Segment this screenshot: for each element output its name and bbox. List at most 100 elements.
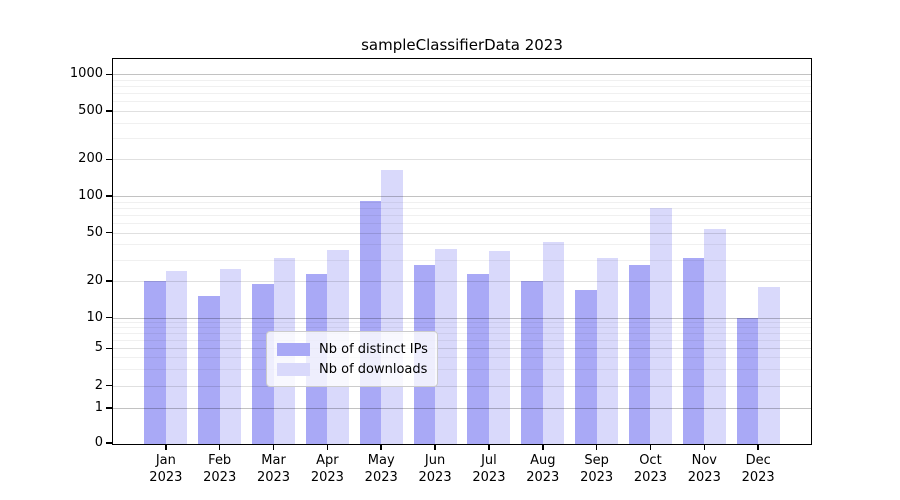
gridline-minor-7 — [112, 333, 812, 335]
bar-ips-sep — [575, 289, 597, 445]
y-tick-label-10: 10 — [86, 309, 103, 325]
y-tick-mark-50 — [106, 231, 112, 234]
y-tick-mark-0 — [106, 442, 112, 444]
y-tick-mark-1 — [106, 407, 112, 409]
gridline-500 — [112, 111, 812, 112]
x-tick-label-jan: Jan 2023 — [149, 453, 183, 485]
y-tick-label-0: 0 — [94, 435, 103, 450]
y-tick-mark-1000 — [106, 73, 112, 76]
legend-item-distinct-ips: Nb of distinct IPs — [277, 339, 428, 359]
bar-downloads-oct — [650, 207, 672, 445]
x-tick-mark-jan — [165, 445, 167, 450]
x-tick-label-aug: Aug 2023 — [526, 453, 560, 485]
gridline-200 — [112, 159, 812, 161]
bar-ips-nov — [682, 257, 705, 445]
gridline-minor-40 — [112, 244, 812, 246]
x-tick-mark-aug — [541, 445, 544, 450]
gridline-minor-900 — [112, 79, 812, 81]
y-tick-mark-200 — [106, 158, 112, 161]
y-tick-label-1: 1 — [94, 400, 103, 415]
x-tick-mark-sep — [595, 445, 598, 450]
x-tick-label-oct: Oct 2023 — [633, 453, 667, 485]
y-tick-label-200: 200 — [78, 151, 103, 167]
x-tick-label-apr: Apr 2023 — [310, 453, 344, 485]
gridline-minor-9 — [112, 322, 812, 324]
gridline-minor-8 — [112, 327, 812, 329]
y-tick-label-20: 20 — [86, 272, 103, 288]
plot-area — [112, 58, 812, 445]
legend-swatch-distinct-ips — [277, 342, 310, 356]
bar-downloads-jun — [435, 248, 457, 445]
y-tick-mark-500 — [106, 110, 112, 112]
y-tick-label-1000: 1000 — [69, 66, 103, 82]
gridline-1000 — [112, 74, 812, 76]
bar-ips-oct — [628, 265, 651, 445]
y-tick-label-5: 5 — [94, 340, 103, 356]
x-tick-mark-may — [380, 445, 383, 450]
y-tick-label-2: 2 — [94, 377, 103, 393]
x-tick-label-dec: Dec 2023 — [741, 453, 775, 485]
x-tick-mark-feb — [218, 445, 221, 450]
bar-ips-feb — [198, 296, 220, 445]
x-tick-mark-dec — [757, 445, 759, 450]
x-tick-mark-apr — [326, 445, 329, 450]
gridline-minor-80 — [112, 207, 812, 209]
x-tick-label-jul: Jul 2023 — [472, 453, 506, 485]
bar-downloads-feb — [219, 269, 242, 445]
bar-downloads-nov — [704, 228, 726, 445]
bar-downloads-may — [381, 169, 403, 445]
legend-label-downloads: Nb of downloads — [319, 361, 428, 377]
x-tick-mark-oct — [649, 445, 652, 450]
x-tick-mark-mar — [272, 445, 275, 450]
gridline-minor-300 — [112, 137, 812, 139]
gridline-10 — [112, 317, 812, 319]
x-tick-mark-jun — [434, 445, 436, 450]
x-tick-label-may: May 2023 — [364, 453, 398, 485]
x-tick-label-mar: Mar 2023 — [256, 453, 291, 485]
x-tick-mark-nov — [703, 445, 706, 450]
bar-ips-jan — [144, 280, 166, 445]
gridline-minor-60 — [112, 222, 812, 224]
y-tick-mark-2 — [106, 384, 112, 387]
legend: Nb of distinct IPs Nb of downloads — [266, 331, 438, 387]
gridline-minor-400 — [112, 122, 812, 124]
legend-item-downloads: Nb of downloads — [277, 359, 427, 379]
bar-ips-jul — [467, 273, 489, 445]
y-tick-mark-20 — [106, 280, 112, 282]
bar-ips-dec — [736, 317, 759, 445]
gridline-minor-90 — [112, 201, 812, 203]
gridline-minor-700 — [112, 93, 812, 95]
gridline-5 — [112, 348, 812, 350]
gridline-1 — [112, 408, 812, 409]
gridline-minor-800 — [112, 86, 812, 88]
x-tick-mark-jul — [488, 445, 490, 450]
bar-downloads-sep — [596, 257, 619, 445]
y-tick-mark-100 — [106, 195, 112, 197]
gridline-minor-6 — [112, 340, 812, 342]
gridline-minor-3 — [112, 369, 812, 371]
y-tick-label-500: 500 — [78, 103, 103, 118]
x-tick-label-nov: Nov 2023 — [687, 453, 721, 485]
gridline-minor-70 — [112, 214, 812, 216]
bar-downloads-dec — [758, 286, 780, 445]
x-tick-label-sep: Sep 2023 — [580, 453, 614, 485]
y-tick-mark-10 — [106, 316, 112, 319]
legend-label-distinct-ips: Nb of distinct IPs — [319, 341, 428, 357]
y-tick-mark-5 — [106, 347, 112, 350]
x-tick-label-feb: Feb 2023 — [203, 453, 237, 485]
gridline-minor-600 — [112, 101, 812, 103]
gridline-20 — [112, 280, 812, 282]
gridline-2 — [112, 385, 812, 387]
y-tick-label-100: 100 — [78, 188, 103, 203]
gridline-50 — [112, 232, 812, 234]
gridline-minor-4 — [112, 357, 812, 359]
gridline-100 — [112, 196, 812, 197]
legend-swatch-downloads — [277, 362, 310, 376]
gridline-minor-30 — [112, 259, 812, 261]
chart-title: sampleClassifierData 2023 — [361, 36, 563, 54]
bar-ips-aug — [521, 280, 543, 445]
bar-downloads-jan — [165, 271, 188, 445]
bar-ips-mar — [252, 283, 274, 445]
y-tick-label-50: 50 — [86, 224, 103, 240]
